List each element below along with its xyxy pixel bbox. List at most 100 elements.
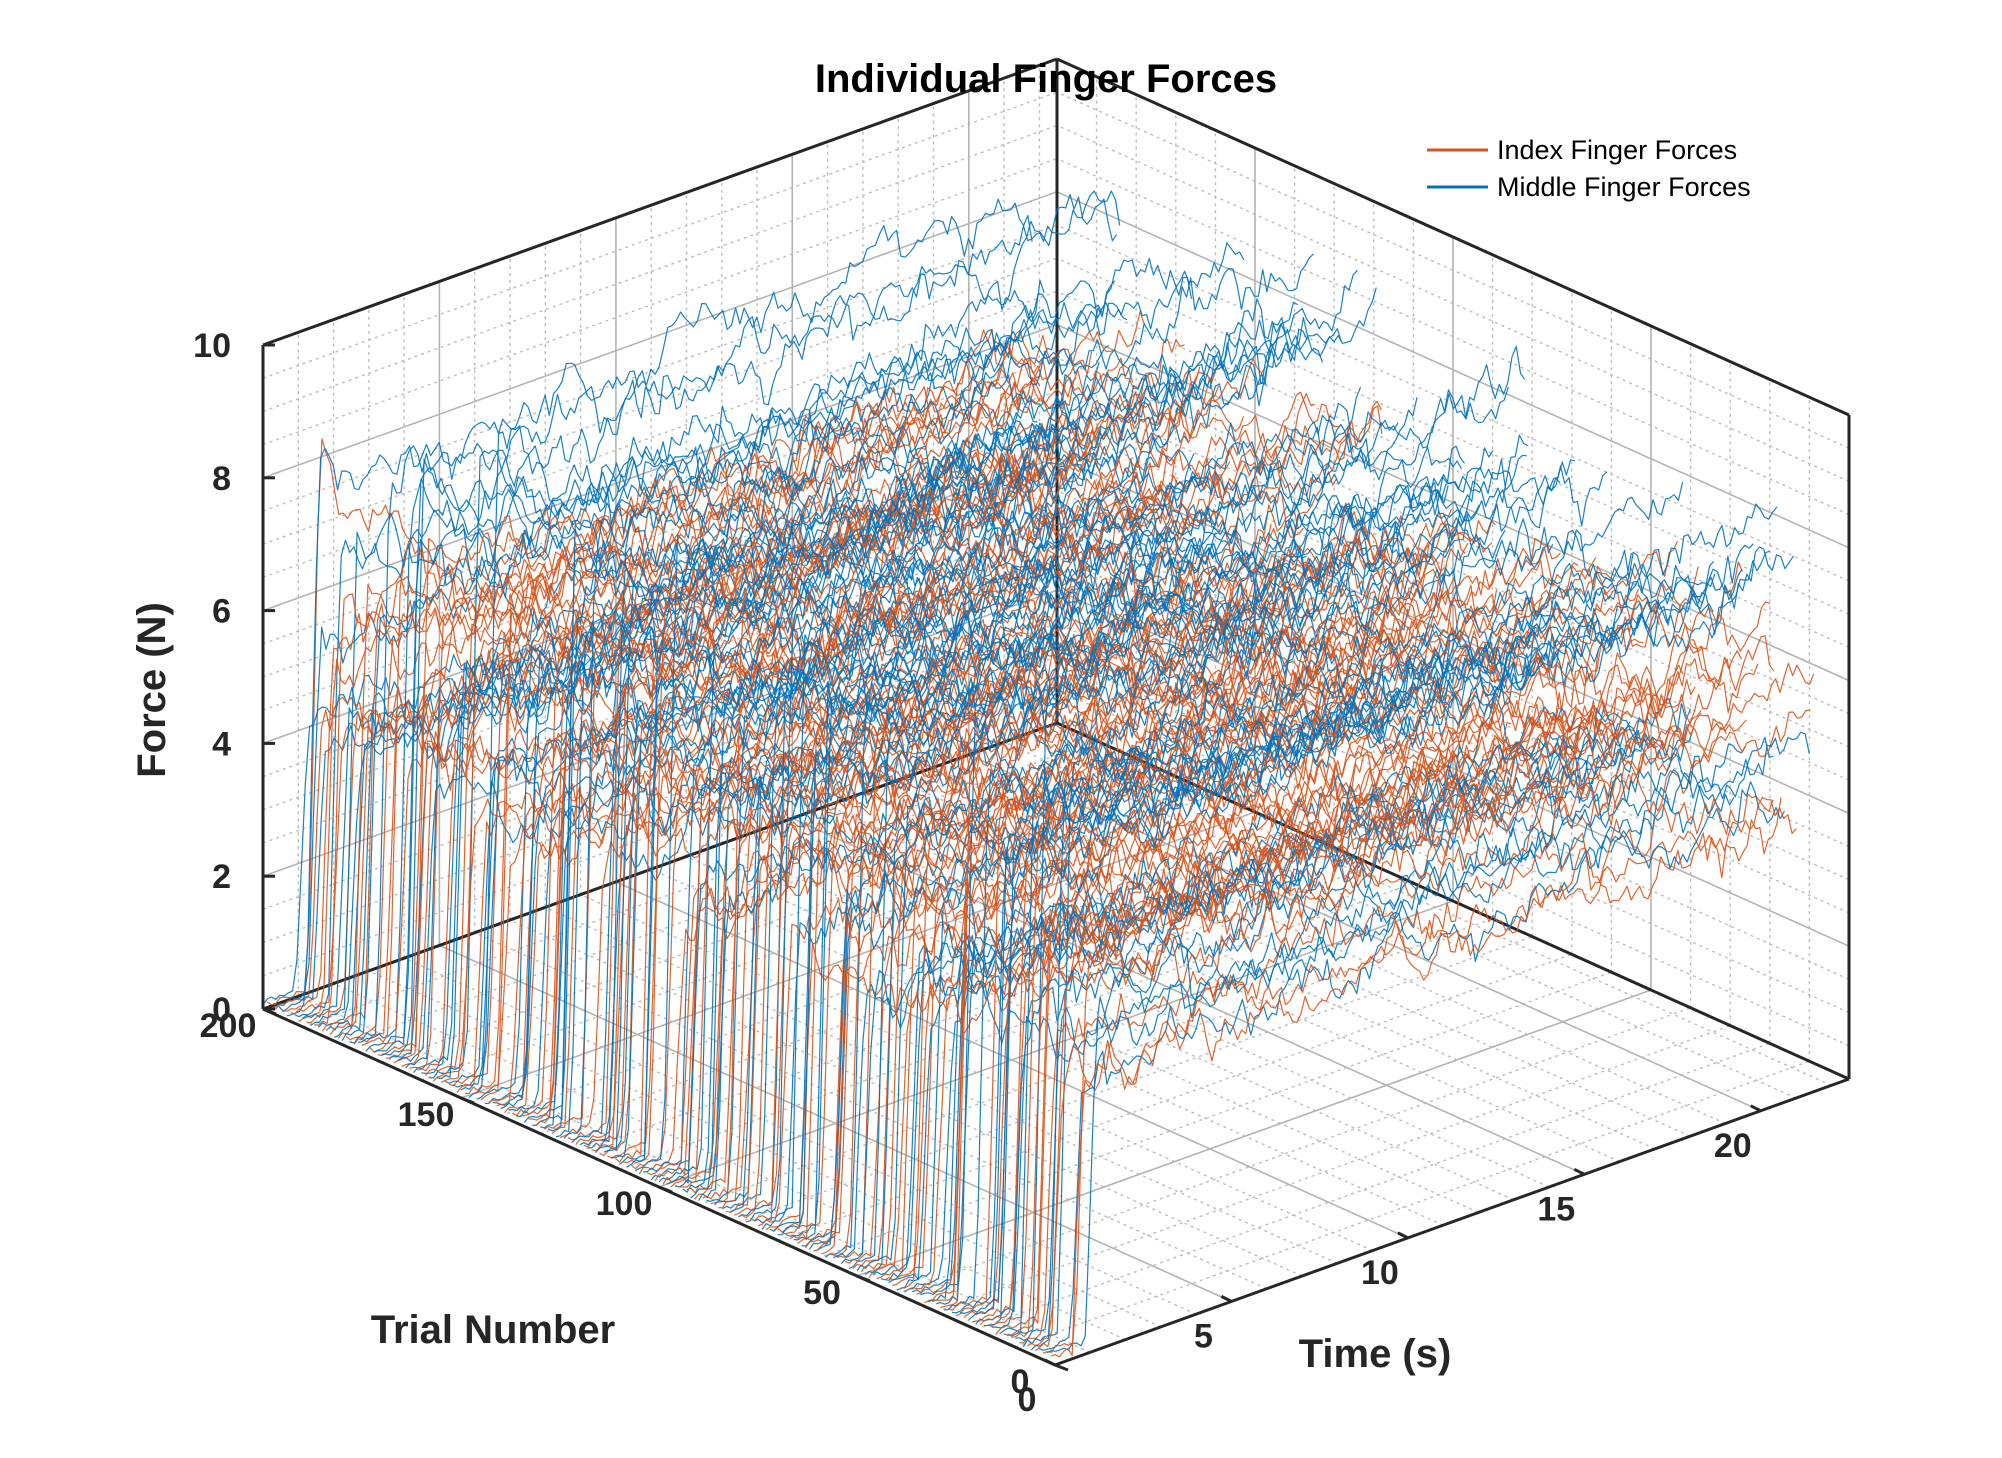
minor-grid-line-floor-n [817,971,1612,1259]
middle-finger-trace [468,242,1245,1099]
middle-finger-trace [793,470,1561,1241]
middle-finger-trace [912,732,1658,1294]
major-grid-line-back-f [262,191,1058,479]
x-axis-line [1054,1077,1850,1367]
index-finger-trace [543,393,1315,1130]
index-finger-trace [591,471,1338,1152]
middle-finger-trace [540,537,1307,1129]
chart-title: Individual Finger Forces [815,57,1277,101]
middle-finger-trace [429,257,1193,1079]
middle-finger-trace [294,279,1045,1018]
middle-finger-trace [999,543,1754,1335]
data-lines [262,190,1815,1358]
index-finger-trace [995,663,1759,1335]
middle-finger-trace [365,190,1121,1052]
index-finger-trace [892,594,1660,1287]
x-tick-mark [1397,1231,1409,1240]
middle-finger-trace [555,343,1324,1138]
middle-finger-trace [262,457,1026,1006]
minor-grid-line-floor-n [935,1024,1731,1313]
index-finger-trace [963,718,1727,1318]
x-tick-mark [1044,1358,1056,1367]
middle-finger-trace [920,481,1684,1296]
minor-grid-line-floor-n [579,864,1375,1153]
y-tick-mark [1054,1363,1069,1372]
middle-finger-trace [634,287,1377,1172]
middle-finger-trace [532,317,1308,1126]
index-finger-trace [1042,662,1815,1354]
minor-grid-line-floor-n [381,775,1177,1064]
middle-finger-trace [936,697,1687,1305]
middle-finger-trace [341,319,1110,1041]
middle-finger-trace [745,386,1509,1223]
middle-finger-trace [523,298,1279,1123]
middle-finger-trace [571,473,1322,1144]
middle-finger-trace [824,459,1576,1258]
middle-finger-trace [864,529,1632,1276]
x-tick-mark [1750,1104,1762,1113]
index-finger-trace [924,678,1696,1304]
middle-finger-trace [547,301,1298,1132]
minor-grid-line-floor-n [302,740,1097,1028]
minor-grid-line-floor-n [737,935,1533,1224]
minor-grid-line-floor-n [539,846,1335,1135]
y-tick-mark [460,1096,475,1105]
middle-finger-trace [785,454,1527,1237]
y-tick-label: 0 [1011,1363,1030,1401]
minor-grid-line-back-f [262,257,1058,545]
legend: Index Finger Forces Middle Finger Forces [1427,135,1751,202]
minor-grid-line-floor-n [341,757,1137,1046]
x-tick-mark [1220,1295,1233,1303]
middle-finger-trace [833,693,1575,1259]
index-finger-trace [797,577,1544,1244]
index-finger-trace [393,535,1152,1064]
minor-grid-line-back-f [262,290,1058,579]
minor-grid-line-back-f [262,157,1058,446]
middle-finger-trace [516,373,1267,1118]
y-tick-label: 150 [398,1096,455,1134]
middle-finger-trace [777,518,1554,1236]
middle-finger-trace [603,269,1358,1153]
index-finger-trace [860,565,1616,1273]
x-tick-label: 5 [1194,1317,1213,1355]
x-axis-label: Time (s) [1299,1332,1452,1376]
middle-finger-trace [350,194,1118,1044]
z-tick-label: 0 [212,991,231,1029]
legend-label-middle: Middle Finger Forces [1497,172,1751,202]
middle-finger-trace [951,728,1694,1314]
middle-finger-trace [1046,731,1810,1354]
axes-box-edge [262,57,1058,347]
middle-finger-trace [983,569,1743,1327]
middle-finger-trace [975,785,1735,1325]
minor-grid-line-back-f [262,224,1058,512]
index-finger-trace [1050,796,1797,1358]
x-tick-label: 15 [1537,1190,1575,1228]
y-tick-label: 200 [200,1007,257,1045]
y-tick-label: 100 [596,1185,653,1223]
z-tick-label: 2 [212,858,231,896]
y-tick-mark [856,1274,871,1283]
index-finger-trace [1011,635,1775,1339]
z-tick-label: 8 [212,460,231,498]
middle-finger-trace [856,600,1599,1271]
middle-finger-trace [325,461,1077,1031]
y-tick-label: 50 [803,1274,841,1312]
x-tick-label: 20 [1714,1127,1752,1165]
middle-finger-trace [595,493,1363,1154]
index-finger-trace [472,377,1245,1095]
minor-grid-line-back-f [262,91,1058,379]
index-finger-trace [1003,601,1771,1336]
index-finger-trace [488,450,1231,1103]
major-grid-line-floor-n [856,989,1652,1277]
middle-finger-trace [310,331,1057,1027]
index-finger-trace [741,522,1493,1219]
z-tick-label: 4 [212,725,231,763]
index-finger-trace [456,564,1203,1093]
x-tick-label: 0 [1018,1381,1037,1419]
index-finger-trace [377,310,1145,1057]
x-tick-mark [1573,1167,1585,1176]
index-finger-trace [852,650,1599,1269]
legend-label-index: Index Finger Forces [1497,135,1737,165]
index-finger-trace [757,649,1513,1227]
middle-finger-trace [991,743,1746,1329]
